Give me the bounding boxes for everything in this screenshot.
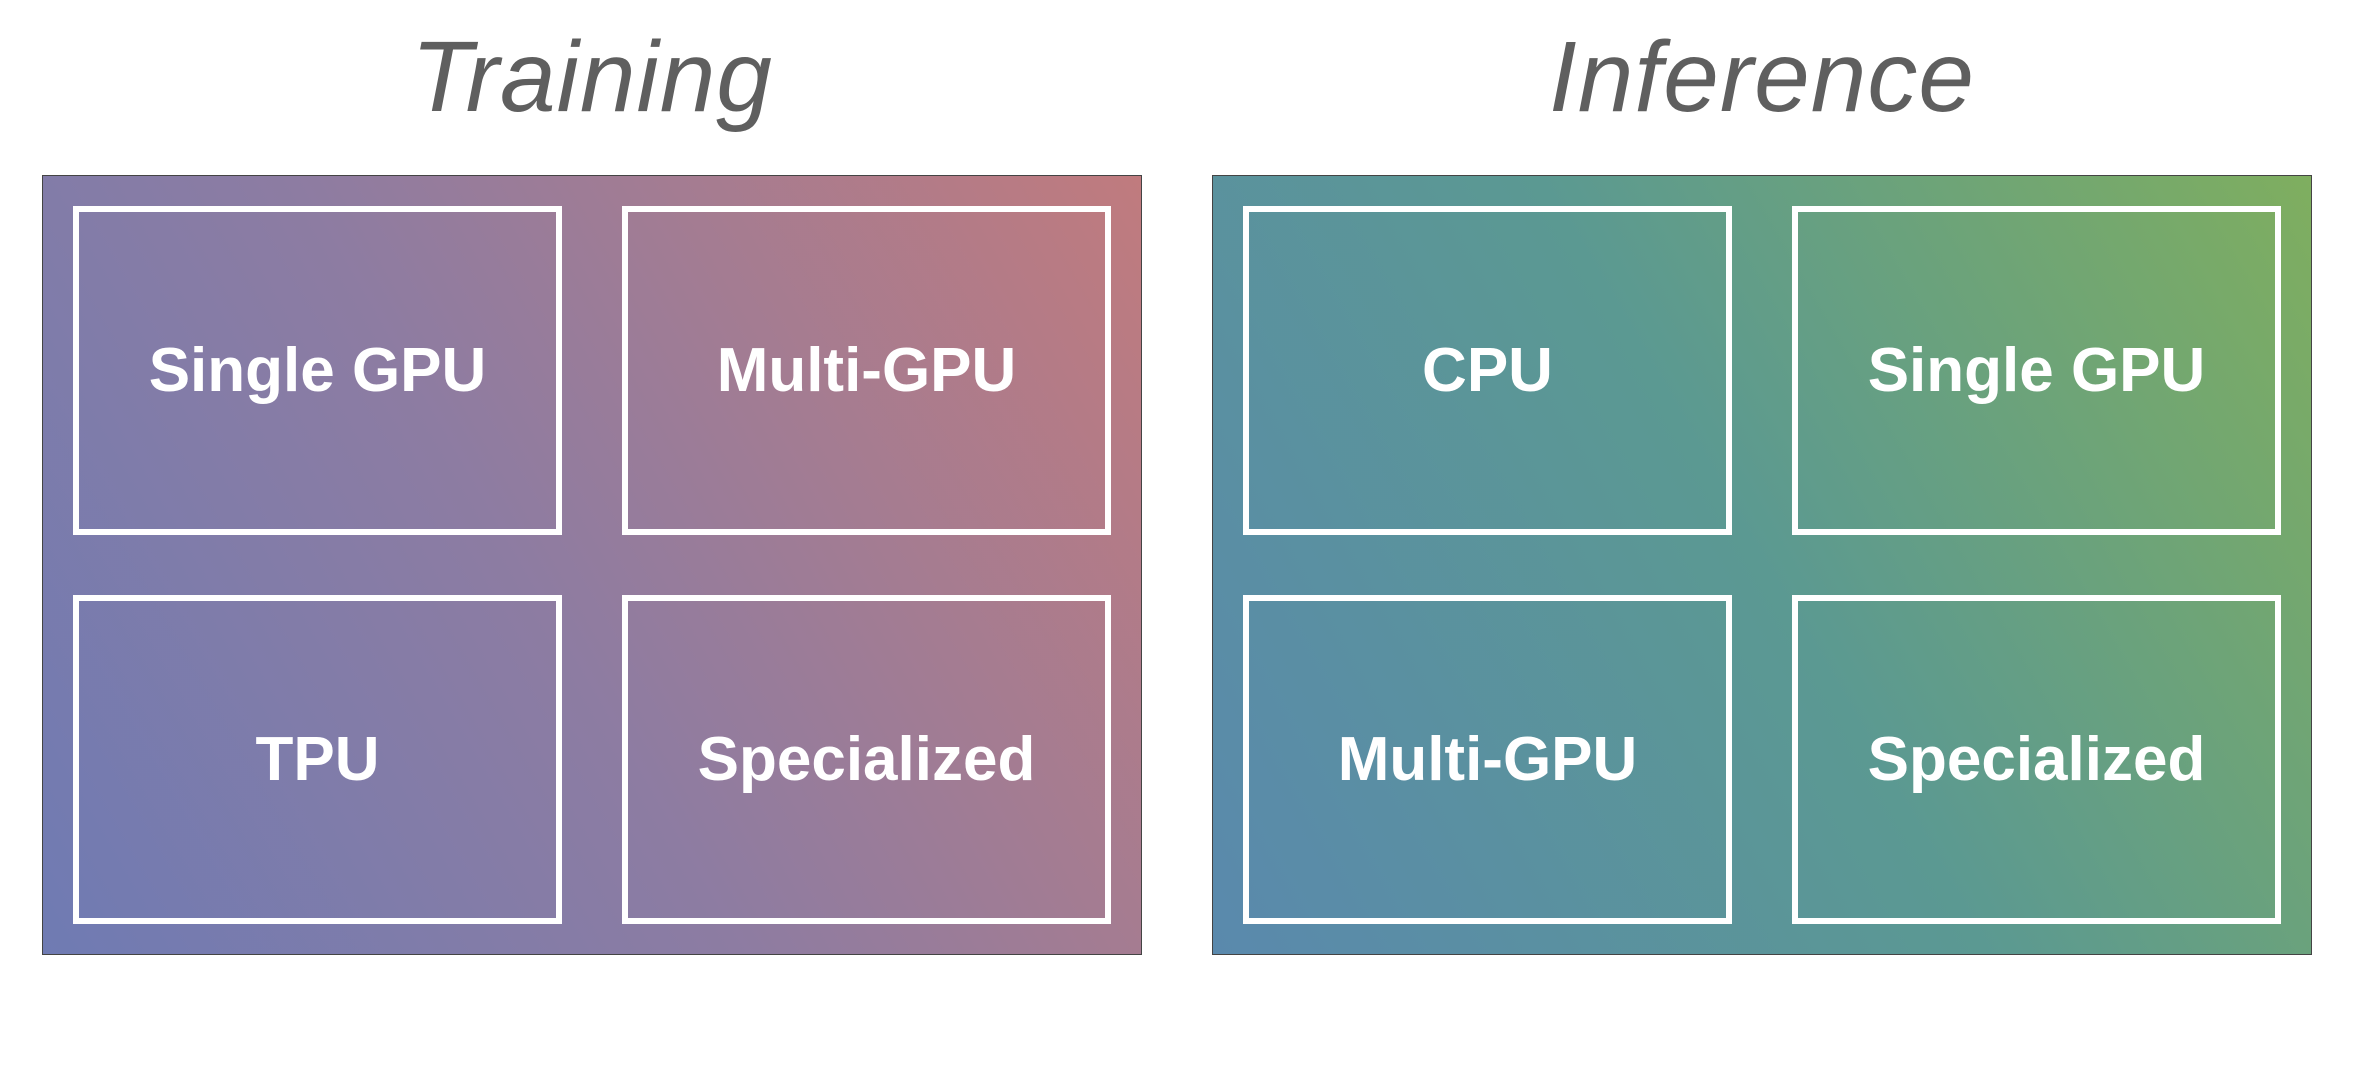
training-panel: Single GPU Multi-GPU TPU Specialized [42,175,1142,955]
inference-column: Inference CPU Single GPU Multi-GPU Speci… [1212,20,2312,955]
inference-cell-cpu: CPU [1213,176,1762,565]
inference-cell-specialized: Specialized [1762,565,2311,954]
diagram-root: Training Single GPU Multi-GPU TPU Specia… [0,0,2354,995]
training-cell-multi-gpu: Multi-GPU [592,176,1141,565]
training-cell-tpu: TPU [43,565,592,954]
cell-label: CPU [1243,206,1732,535]
cell-label: Multi-GPU [1243,595,1732,924]
inference-cell-single-gpu: Single GPU [1762,176,2311,565]
training-cell-single-gpu: Single GPU [43,176,592,565]
inference-panel: CPU Single GPU Multi-GPU Specialized [1212,175,2312,955]
inference-cell-multi-gpu: Multi-GPU [1213,565,1762,954]
cell-label: Single GPU [1792,206,2281,535]
training-cell-specialized: Specialized [592,565,1141,954]
cell-label: Specialized [1792,595,2281,924]
training-heading: Training [411,20,773,135]
training-column: Training Single GPU Multi-GPU TPU Specia… [42,20,1142,955]
cell-label: Specialized [622,595,1111,924]
inference-heading: Inference [1549,20,1975,135]
cell-label: TPU [73,595,562,924]
cell-label: Single GPU [73,206,562,535]
cell-label: Multi-GPU [622,206,1111,535]
